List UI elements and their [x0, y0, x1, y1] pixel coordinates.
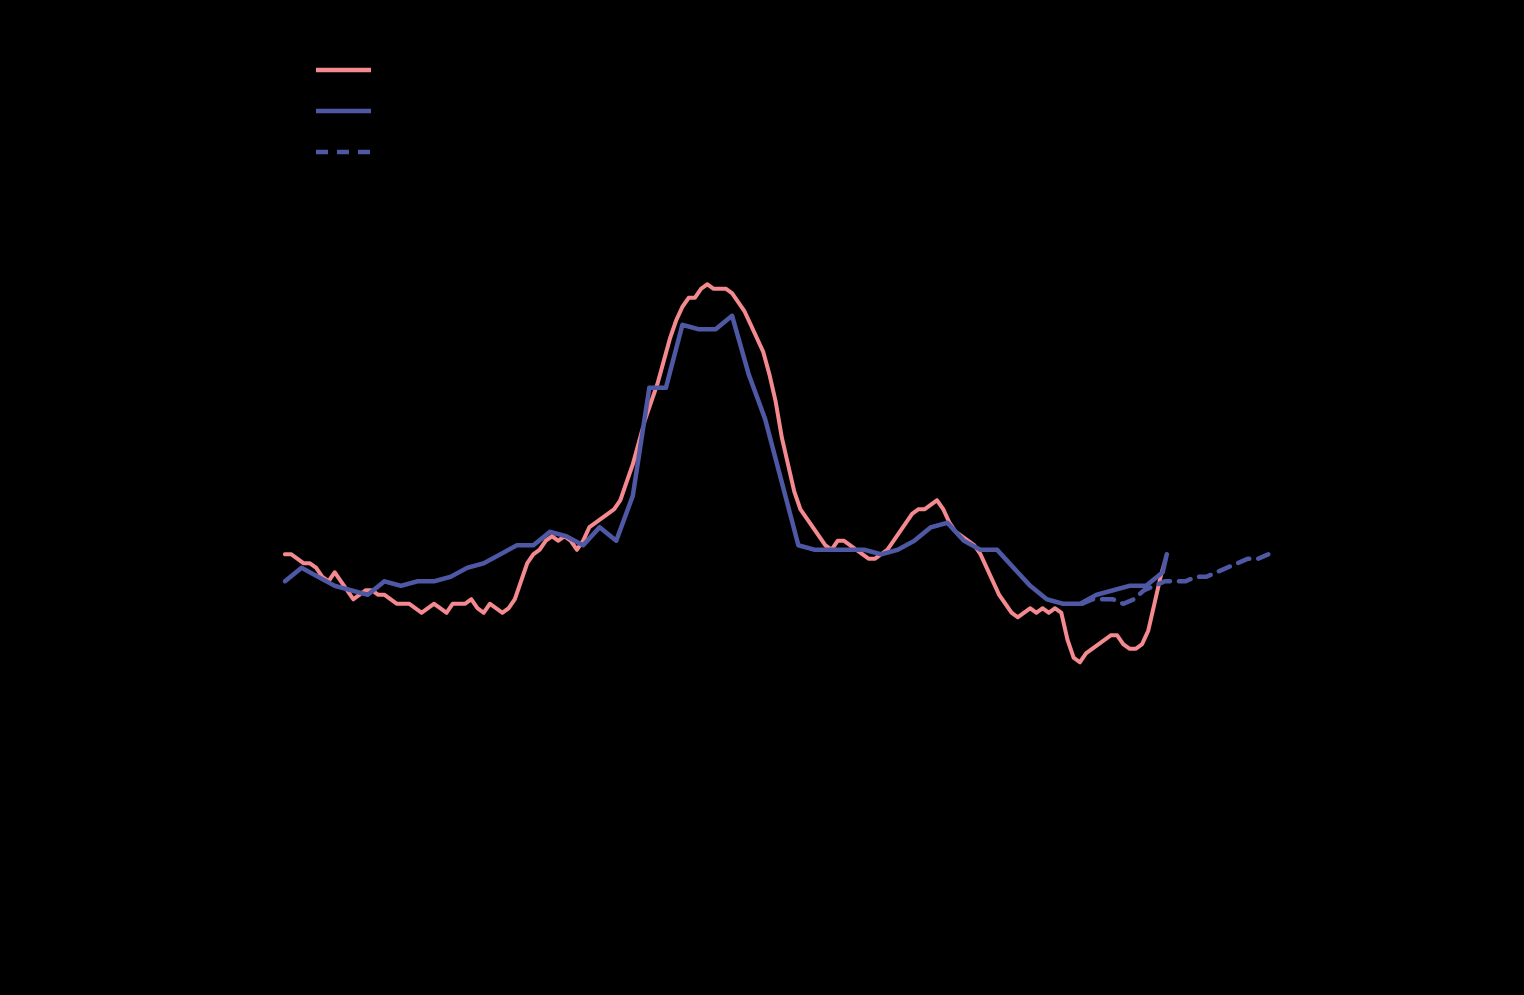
series-line-3 [1079, 552, 1271, 607]
series-line-1 [283, 282, 1169, 665]
series-line-2 [282, 313, 1170, 607]
series-layer [282, 282, 1271, 665]
legend [316, 67, 371, 155]
